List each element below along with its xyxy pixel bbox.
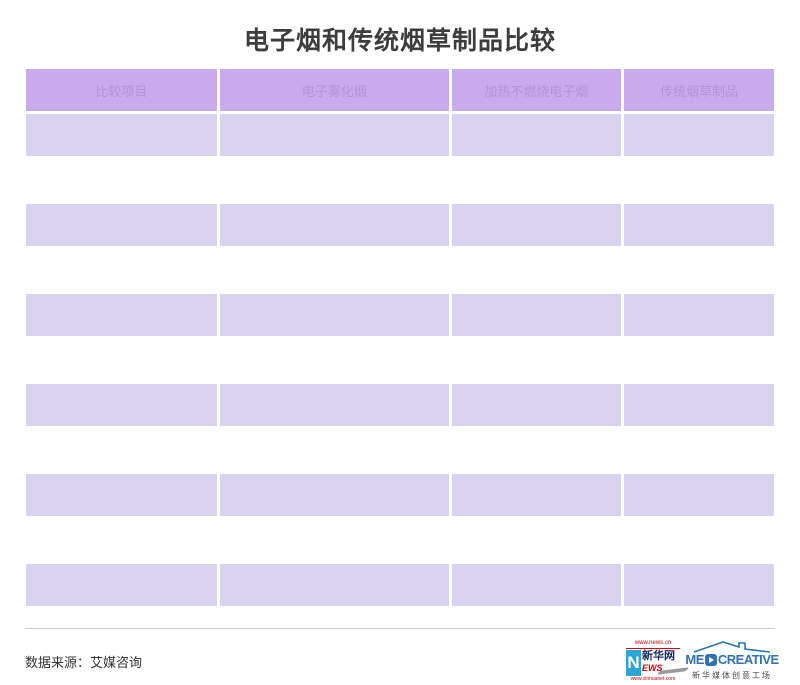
- table-cell: [623, 474, 774, 516]
- table-header-cell: 比较项目: [26, 69, 217, 111]
- table-header-row: 比较项目 电子雾化烟 加热不燃烧电子烟 传统烟草制品: [26, 69, 774, 111]
- table-cell: [623, 294, 774, 336]
- page-title: 电子烟和传统烟草制品比较: [243, 27, 556, 55]
- roof-icon: [693, 641, 771, 653]
- table-cell: [623, 249, 774, 291]
- table-row: [26, 159, 774, 201]
- xinhuanet-top-url: www.news.cn: [626, 640, 680, 649]
- table-cell: [451, 384, 621, 426]
- table-cell: [26, 114, 217, 156]
- table-cell: [623, 564, 774, 606]
- table-header-cell: 电子雾化烟: [219, 69, 449, 111]
- table-cell: [451, 519, 621, 561]
- xinhuanet-n-icon: N: [626, 649, 641, 676]
- table-cell: [623, 384, 774, 426]
- table-header-cell: 加热不燃烧电子烟: [451, 69, 621, 111]
- table-cell: [451, 204, 621, 246]
- table-cell: [219, 204, 449, 246]
- table-row: [26, 339, 774, 381]
- xinhuanet-ews-text: EWS: [642, 662, 663, 673]
- footer: 数据来源：艾媒咨询 www.news.cn N 新华网 EWS www.xinh…: [25, 637, 779, 685]
- table-cell: [26, 429, 217, 471]
- comparison-table: 比较项目 电子雾化烟 加热不燃烧电子烟 传统烟草制品: [23, 66, 777, 609]
- table-body: [26, 114, 774, 606]
- table-row: [26, 564, 774, 606]
- table-cell: [451, 339, 621, 381]
- table-cell: [219, 159, 449, 201]
- table-cell: [219, 429, 449, 471]
- table-cell: [451, 564, 621, 606]
- medcreative-brand-post: CREATIVE: [717, 652, 779, 667]
- table-cell: [623, 114, 774, 156]
- table-cell: [26, 249, 217, 291]
- table-cell: [451, 159, 621, 201]
- footer-logos: www.news.cn N 新华网 EWS www.xinhuanet.com …: [626, 640, 779, 683]
- table-row: [26, 249, 774, 291]
- table-cell: [26, 204, 217, 246]
- xinhuanet-bottom-url: www.xinhuanet.com: [630, 675, 676, 682]
- table-cell: [219, 339, 449, 381]
- medcreative-brand-pre: ME: [685, 652, 704, 667]
- table-cell: [26, 519, 217, 561]
- medcreative-brand: ME CREATIVE: [685, 652, 779, 667]
- table-cell: [219, 294, 449, 336]
- footer-divider: [25, 628, 775, 629]
- table-cell: [26, 339, 217, 381]
- table-cell: [219, 564, 449, 606]
- table-cell: [451, 474, 621, 516]
- medcreative-logo: ME CREATIVE 新华媒体创意工场: [685, 641, 779, 681]
- table-cell: [451, 429, 621, 471]
- xinhuanet-brand-text: 新华网: [642, 649, 675, 662]
- medcreative-subtitle: 新华媒体创意工场: [692, 671, 772, 680]
- table-cell: [219, 384, 449, 426]
- table-cell: [219, 474, 449, 516]
- table-cell: [219, 114, 449, 156]
- table-row: [26, 384, 774, 426]
- table-cell: [26, 294, 217, 336]
- table-cell: [451, 294, 621, 336]
- data-source-label: 数据来源：艾媒咨询: [25, 654, 143, 670]
- comparison-table-wrap: 比较项目 电子雾化烟 加热不燃烧电子烟 传统烟草制品: [23, 66, 777, 609]
- table-cell: [623, 159, 774, 201]
- table-row: [26, 294, 774, 336]
- table-cell: [623, 429, 774, 471]
- table-cell: [26, 564, 217, 606]
- table-cell: [623, 339, 774, 381]
- table-cell: [26, 474, 217, 516]
- table-cell: [26, 159, 217, 201]
- table-cell: [623, 204, 774, 246]
- table-row: [26, 519, 774, 561]
- table-row: [26, 474, 774, 516]
- table-cell: [623, 519, 774, 561]
- xinhuanet-logo-mid: N 新华网 EWS: [626, 649, 690, 676]
- table-cell: [451, 249, 621, 291]
- table-cell: [219, 249, 449, 291]
- table-row: [26, 429, 774, 471]
- xinhuanet-logo: www.news.cn N 新华网 EWS www.xinhuanet.com: [626, 640, 690, 683]
- table-cell: [219, 519, 449, 561]
- table-row: [26, 114, 774, 156]
- table-row: [26, 204, 774, 246]
- table-cell: [26, 384, 217, 426]
- table-cell: [451, 114, 621, 156]
- play-icon: [704, 654, 717, 666]
- table-header-cell: 传统烟草制品: [623, 69, 774, 111]
